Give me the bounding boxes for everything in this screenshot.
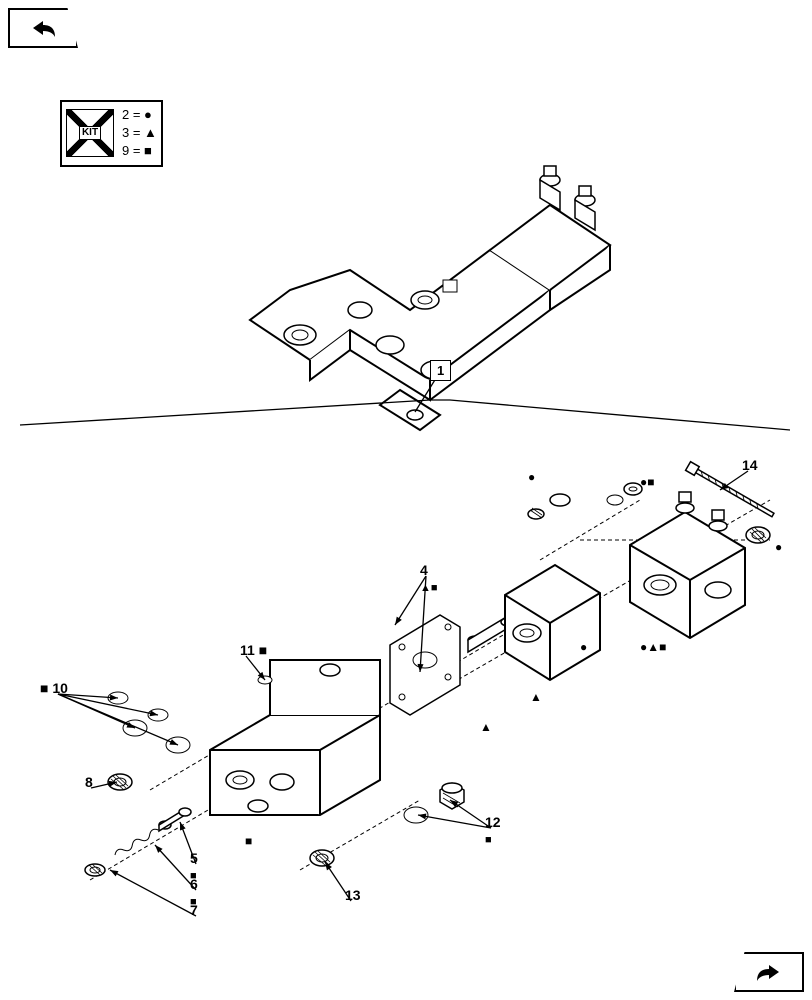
symbol-cluster: ▲ xyxy=(480,720,492,734)
part-block xyxy=(505,565,600,680)
back-tab-icon[interactable] xyxy=(8,8,78,48)
symbol-cluster: ● xyxy=(528,470,535,484)
callout-14: 14 xyxy=(742,457,758,473)
plug-r1 xyxy=(746,527,770,543)
kit-icon-label: KIT xyxy=(79,126,101,140)
part-7 xyxy=(85,864,105,876)
assembled-view xyxy=(250,166,610,430)
callout-10: ■ 10 xyxy=(40,680,68,696)
callout-12: 12■ xyxy=(485,814,501,846)
symbol-cluster: ● xyxy=(775,540,782,554)
part-endblock xyxy=(630,492,745,638)
part-12 xyxy=(440,783,464,809)
callout-4: 4▲■ xyxy=(420,562,438,594)
symbol-cluster: ●■ xyxy=(640,475,655,489)
part-5 xyxy=(159,808,191,831)
callout-1: 1 xyxy=(430,360,451,381)
kit-row: 9 = ■ xyxy=(122,142,157,160)
symbol-cluster: ●▲■ xyxy=(640,640,666,654)
kit-legend-rows: 2 = ● 3 = ▲ 9 = ■ xyxy=(122,106,157,161)
part-8 xyxy=(108,774,132,790)
reply-arrow-icon xyxy=(29,17,57,39)
callout-7: 7 xyxy=(190,902,198,918)
forward-arrow-icon xyxy=(755,961,783,983)
part-13 xyxy=(310,850,334,866)
symbol-cluster: ■ xyxy=(245,834,252,848)
callout-11: 11 ■ xyxy=(240,642,267,658)
part-4 xyxy=(390,615,460,715)
kit-icon: KIT xyxy=(66,109,114,157)
symbol-cluster: ▲ xyxy=(530,690,542,704)
part-body xyxy=(210,660,380,815)
part-spool-a xyxy=(468,608,532,652)
forward-tab-icon[interactable] xyxy=(734,952,804,992)
part-10 xyxy=(108,692,190,753)
kit-row: 3 = ▲ xyxy=(122,124,157,142)
callout-8: 8 xyxy=(85,774,93,790)
part-11 xyxy=(258,676,272,684)
callout-13: 13 xyxy=(345,887,361,903)
symbol-cluster: ● xyxy=(580,640,587,654)
kit-legend: KIT 2 = ● 3 = ▲ 9 = ■ xyxy=(60,100,163,167)
kit-row: 2 = ● xyxy=(122,106,157,124)
part-14 xyxy=(686,462,776,520)
part-6 xyxy=(114,827,160,857)
